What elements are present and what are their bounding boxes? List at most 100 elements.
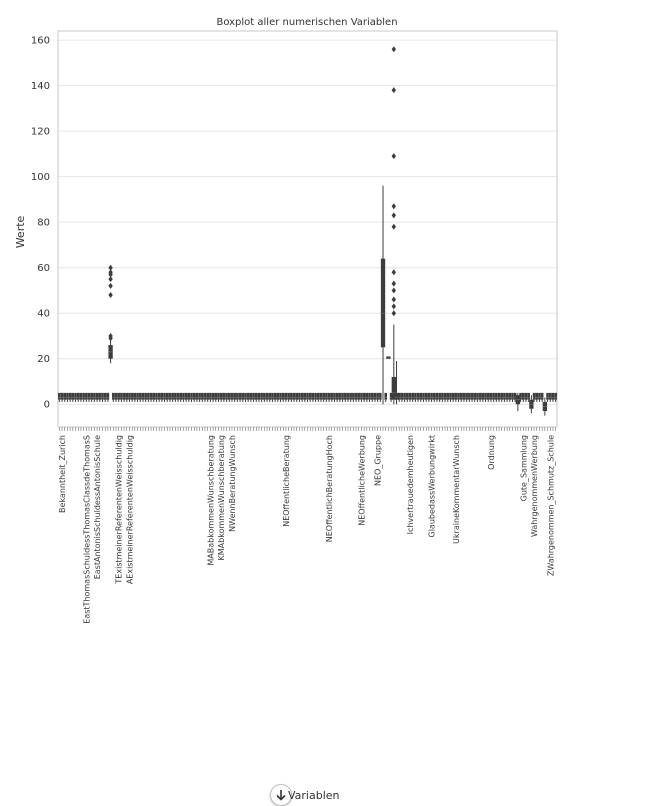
box-body	[260, 392, 263, 400]
box	[147, 392, 150, 402]
box-body	[128, 392, 131, 400]
y-axis-title: Werte	[14, 215, 27, 248]
box-body	[63, 392, 67, 400]
box	[322, 392, 325, 402]
box	[60, 392, 64, 402]
box	[524, 392, 528, 402]
box-body	[478, 392, 482, 400]
box	[495, 392, 498, 402]
box	[117, 392, 120, 402]
box	[157, 392, 161, 402]
box	[203, 392, 207, 402]
box	[112, 392, 115, 402]
box	[58, 392, 61, 402]
box-body	[403, 392, 406, 400]
box	[554, 392, 557, 402]
y-tick-label: 20	[37, 354, 50, 365]
chart-title: Boxplot aller numerischen Variablen	[216, 17, 397, 28]
box-body	[473, 392, 477, 400]
box	[114, 392, 118, 402]
box	[265, 392, 269, 402]
box	[540, 392, 544, 402]
box	[260, 392, 263, 402]
box	[254, 392, 258, 402]
outlier	[391, 287, 397, 294]
box	[380, 185, 386, 405]
outlier	[108, 276, 113, 283]
box-body	[206, 392, 209, 400]
box	[508, 392, 512, 402]
box-body	[182, 392, 185, 400]
box	[335, 392, 339, 402]
box	[268, 392, 272, 402]
box	[95, 392, 99, 402]
box	[373, 392, 377, 402]
box	[527, 392, 530, 402]
box-body	[95, 392, 99, 400]
box-body	[254, 392, 258, 400]
box-body	[322, 392, 325, 400]
box	[300, 392, 304, 402]
box-body	[130, 392, 134, 400]
box	[503, 392, 506, 402]
scroll-down-button[interactable]	[270, 784, 292, 806]
box-body	[319, 392, 323, 400]
box-body	[362, 392, 366, 400]
box	[430, 392, 433, 402]
box	[551, 392, 555, 402]
box	[290, 392, 293, 402]
box	[317, 392, 320, 402]
box-body	[352, 392, 355, 400]
outlier	[391, 269, 397, 276]
box	[236, 392, 239, 402]
box	[435, 392, 439, 402]
box-body	[157, 392, 161, 400]
box	[489, 392, 493, 402]
box-body	[263, 392, 266, 400]
box-body	[476, 392, 479, 400]
box	[87, 392, 91, 402]
outlier	[391, 296, 397, 303]
box	[511, 392, 514, 402]
x-tick-label: EastThomasSchuldessThomasClassdeThomasS	[82, 435, 91, 624]
box-body	[265, 392, 269, 400]
box	[370, 392, 374, 402]
box-body	[373, 392, 377, 400]
box-body	[222, 392, 226, 400]
box-body	[446, 392, 450, 400]
x-tick-label: ZWahrgenommen_Schmutz_Schule	[546, 435, 555, 576]
box	[443, 392, 447, 402]
box-body	[90, 392, 93, 400]
box	[515, 392, 521, 412]
box	[468, 392, 471, 402]
x-tick-label: WahrgenommenWerbung	[530, 435, 539, 537]
box-body	[165, 392, 169, 400]
box-body	[152, 392, 156, 400]
box	[130, 392, 134, 402]
box	[273, 392, 277, 402]
box-body	[370, 392, 374, 400]
y-tick-label: 120	[31, 127, 50, 138]
outlier	[391, 153, 397, 160]
box-body	[66, 392, 69, 400]
box	[376, 392, 379, 402]
box-body	[511, 392, 514, 400]
box-body	[125, 392, 129, 400]
box-body	[465, 392, 468, 400]
box-body	[203, 392, 207, 400]
box	[338, 392, 342, 402]
box-body	[246, 392, 250, 400]
box-body	[279, 392, 282, 400]
box-body	[327, 392, 331, 400]
box	[470, 392, 474, 402]
box-body	[257, 392, 261, 400]
outlier	[391, 280, 397, 287]
box	[76, 392, 80, 402]
box	[303, 392, 307, 402]
box-body	[325, 392, 328, 400]
box	[295, 392, 298, 402]
box-body	[227, 392, 231, 400]
box	[198, 392, 201, 402]
box	[319, 392, 323, 402]
